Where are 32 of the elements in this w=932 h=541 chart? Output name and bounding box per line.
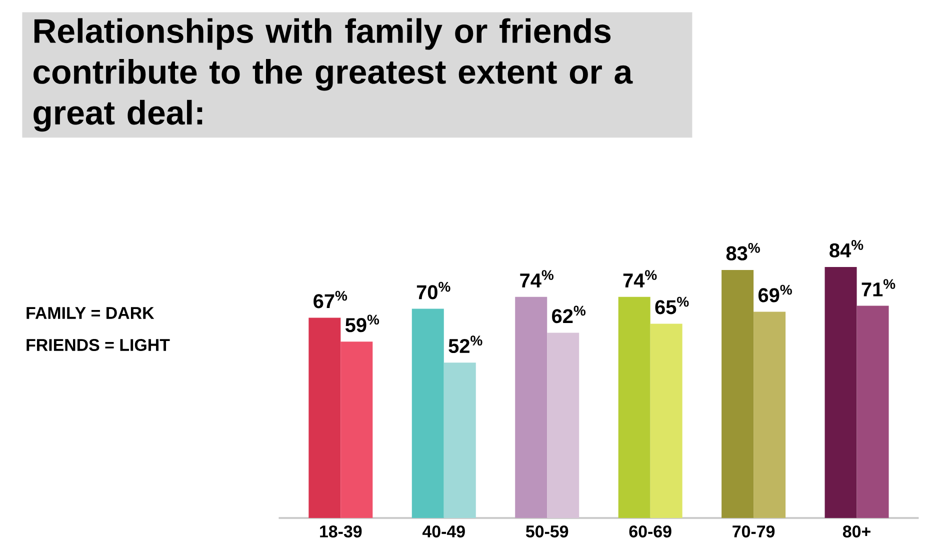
data-label: 67$^{%}$ <box>314 290 348 308</box>
bar <box>618 296 650 518</box>
bar <box>308 318 341 518</box>
bar <box>650 324 682 518</box>
x-tick-label: 60-69 <box>629 526 672 538</box>
data-label: 65$^{%}$ <box>655 296 689 314</box>
bar <box>722 270 754 518</box>
data-label: 83$^{%}$ <box>726 243 760 261</box>
bar <box>444 362 476 518</box>
bar <box>856 306 889 518</box>
x-tick-label: 18-39 <box>320 526 362 538</box>
bar <box>515 296 548 518</box>
data-label: 74$^{%}$ <box>623 270 657 288</box>
data-label: 62$^{%}$ <box>552 306 586 324</box>
data-label: 70$^{%}$ <box>416 282 450 300</box>
chart-title: Relationships with family or friends contribute to the greatest extent or a great deal: <box>34 18 633 132</box>
x-tick-label: 70-79 <box>732 526 775 538</box>
data-label: 52$^{%}$ <box>448 336 482 354</box>
bar <box>340 342 373 518</box>
data-label: 69$^{%}$ <box>758 284 792 302</box>
x-tick-label: 50-59 <box>526 526 568 538</box>
text: FAMILY = DARK <box>26 307 154 319</box>
data-label: 74$^{%}$ <box>520 270 554 288</box>
data-label: 59$^{%}$ <box>345 314 380 332</box>
bar <box>412 308 444 518</box>
x-tick-label: 40-49 <box>422 526 465 538</box>
data-label: 84$^{%}$ <box>830 240 864 258</box>
data-label: 71$^{%}$ <box>862 279 896 296</box>
x-tick-label: 80+ <box>842 526 870 538</box>
bar <box>754 312 786 518</box>
bar <box>824 267 857 518</box>
text: FRIENDS = LIGHT <box>26 339 170 352</box>
